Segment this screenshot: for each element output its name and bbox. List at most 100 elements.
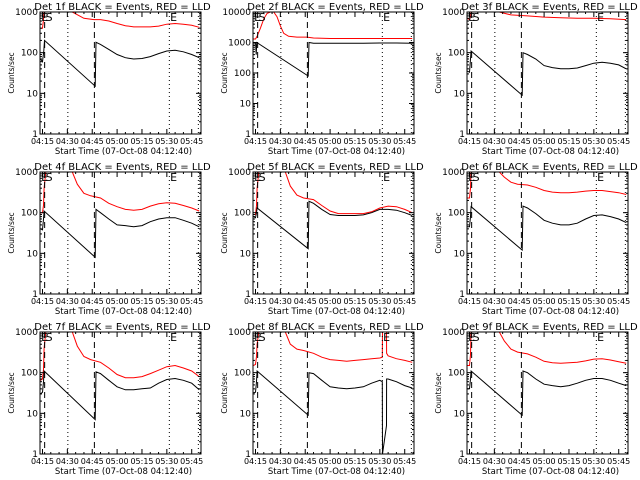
plot-frame bbox=[39, 11, 202, 135]
event-marker-label: E bbox=[383, 11, 390, 24]
x-axis-label: Start Time (07-Oct-08 04:12:40) bbox=[268, 467, 405, 477]
x-axis-label: Start Time (07-Oct-08 04:12:40) bbox=[268, 147, 405, 157]
y-tick-label: 1 bbox=[459, 450, 465, 460]
x-tick-label: 05:45 bbox=[393, 297, 416, 306]
x-tick-label: 04:45 bbox=[81, 297, 104, 306]
x-tick-label: 05:00 bbox=[319, 137, 342, 146]
lld-series-line bbox=[40, 12, 200, 29]
x-tick-label: 05:45 bbox=[393, 137, 416, 146]
y-tick-label: 10 bbox=[240, 249, 252, 259]
y-axis-label: Counts/sec bbox=[220, 52, 229, 93]
x-tick-label: 04:45 bbox=[508, 137, 531, 146]
x-tick-label: 05:30 bbox=[582, 137, 605, 146]
event-marker-label: S bbox=[259, 331, 266, 344]
x-tick-label: 05:45 bbox=[607, 297, 630, 306]
events-series-line bbox=[467, 49, 627, 97]
x-tick-label: 04:30 bbox=[56, 297, 79, 306]
events-series-line bbox=[40, 39, 200, 88]
x-tick-label: 05:30 bbox=[155, 457, 178, 466]
x-tick-label: 05:15 bbox=[343, 457, 366, 466]
event-marker-label: S bbox=[473, 331, 480, 344]
x-tick-label: 05:30 bbox=[368, 457, 391, 466]
y-tick-label: 1 bbox=[459, 290, 465, 300]
lld-series-line bbox=[253, 332, 413, 366]
event-marker-label: S bbox=[46, 11, 53, 24]
x-tick-label: 05:45 bbox=[180, 137, 203, 146]
plot-frame bbox=[39, 171, 202, 295]
lld-series-line bbox=[467, 12, 627, 21]
x-tick-label: 05:00 bbox=[533, 457, 556, 466]
y-tick-label: 1000 bbox=[15, 328, 38, 338]
event-marker-label: E bbox=[254, 11, 261, 24]
x-tick-label: 04:30 bbox=[269, 297, 292, 306]
x-tick-label: 05:00 bbox=[106, 297, 129, 306]
y-tick-label: 1 bbox=[245, 130, 251, 140]
x-axis-label: Start Time (07-Oct-08 04:12:40) bbox=[55, 147, 192, 157]
y-tick-label: 1 bbox=[459, 130, 465, 140]
y-axis-label: Counts/sec bbox=[7, 212, 16, 253]
events-series-line bbox=[40, 208, 200, 259]
y-tick-label: 1 bbox=[32, 130, 38, 140]
y-tick-label: 10 bbox=[454, 89, 466, 99]
event-marker-label: E bbox=[597, 11, 604, 24]
events-series-line bbox=[40, 369, 200, 421]
panel-title: Det 4f BLACK = Events, RED = LLD bbox=[34, 162, 211, 173]
y-tick-label: 1000 bbox=[228, 39, 251, 49]
x-tick-label: 05:15 bbox=[557, 297, 580, 306]
panel-title: Det 8f BLACK = Events, RED = LLD bbox=[247, 322, 424, 333]
panel-title: Det 7f BLACK = Events, RED = LLD bbox=[34, 322, 211, 333]
plot-frame bbox=[252, 331, 415, 455]
plot-frame bbox=[466, 171, 629, 295]
x-tick-label: 04:15 bbox=[244, 297, 267, 306]
y-tick-label: 10 bbox=[27, 249, 39, 259]
panel-title: Det 2f BLACK = Events, RED = LLD bbox=[247, 2, 424, 13]
x-axis-label: Start Time (07-Oct-08 04:12:40) bbox=[55, 467, 192, 477]
event-marker-label: E bbox=[170, 331, 177, 344]
x-axis-label: Start Time (07-Oct-08 04:12:40) bbox=[482, 307, 619, 317]
x-tick-label: 05:00 bbox=[533, 297, 556, 306]
y-tick-label: 1000 bbox=[442, 328, 465, 338]
x-tick-label: 05:00 bbox=[106, 457, 129, 466]
y-tick-label: 1000 bbox=[228, 328, 251, 338]
event-marker-label: S bbox=[46, 331, 53, 344]
plot-frame bbox=[466, 331, 629, 455]
x-axis-label: Start Time (07-Oct-08 04:12:40) bbox=[482, 147, 619, 157]
lld-series-line bbox=[253, 12, 413, 40]
y-axis-label: Counts/sec bbox=[434, 212, 443, 253]
x-tick-label: 05:30 bbox=[368, 137, 391, 146]
event-marker-label: E bbox=[170, 11, 177, 24]
y-tick-label: 1000 bbox=[15, 168, 38, 178]
event-marker-label: S bbox=[473, 171, 480, 184]
y-tick-label: 1 bbox=[245, 290, 251, 300]
y-tick-label: 10000 bbox=[222, 8, 251, 18]
x-tick-label: 05:30 bbox=[582, 297, 605, 306]
plot-frame bbox=[252, 11, 415, 135]
x-tick-label: 05:45 bbox=[180, 457, 203, 466]
event-marker-label: E bbox=[383, 171, 390, 184]
y-tick-label: 1000 bbox=[228, 168, 251, 178]
x-tick-label: 05:15 bbox=[130, 457, 153, 466]
x-tick-label: 05:15 bbox=[557, 137, 580, 146]
event-marker-label: S bbox=[473, 11, 480, 24]
x-tick-label: 04:15 bbox=[458, 297, 481, 306]
y-axis-label: Counts/sec bbox=[434, 52, 443, 93]
event-marker-label: S bbox=[259, 171, 266, 184]
event-marker-label: E bbox=[597, 331, 604, 344]
x-tick-label: 04:15 bbox=[31, 137, 54, 146]
y-tick-label: 10 bbox=[454, 409, 466, 419]
event-marker-label: E bbox=[170, 171, 177, 184]
x-tick-label: 05:45 bbox=[607, 457, 630, 466]
x-tick-label: 04:15 bbox=[458, 457, 481, 466]
y-tick-label: 1 bbox=[32, 450, 38, 460]
event-marker-label: E bbox=[41, 171, 48, 184]
x-tick-label: 04:45 bbox=[294, 137, 317, 146]
events-series-line bbox=[467, 369, 627, 417]
event-marker-label: E bbox=[597, 171, 604, 184]
lld-series-line bbox=[467, 332, 627, 366]
lld-series-line bbox=[253, 172, 413, 215]
